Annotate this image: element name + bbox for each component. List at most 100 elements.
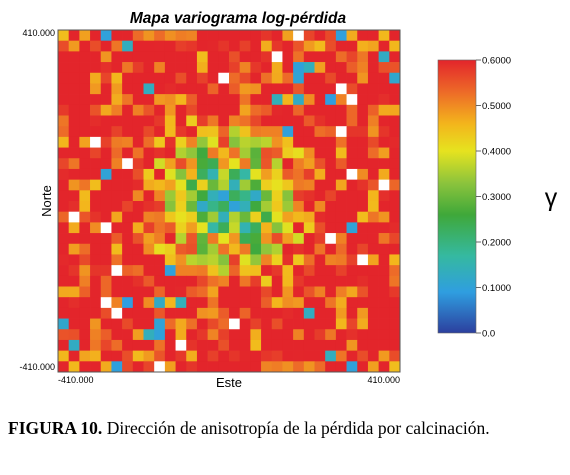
heatmap-cell: [378, 318, 390, 330]
heatmap-cell: [229, 126, 241, 138]
heatmap-cell: [207, 254, 219, 266]
heatmap-cell: [143, 179, 155, 191]
heatmap-cell: [58, 329, 70, 341]
heatmap-cell: [122, 40, 134, 52]
heatmap-cell: [79, 126, 91, 138]
heatmap-cell: [79, 211, 91, 223]
heatmap-cell: [207, 297, 219, 309]
heatmap-cell: [293, 40, 305, 52]
heatmap-cell: [196, 361, 208, 373]
heatmap-cell: [164, 62, 176, 74]
heatmap-cell: [229, 243, 241, 255]
heatmap-cell: [389, 190, 401, 202]
heatmap-cell: [154, 126, 166, 138]
heatmap-cell: [196, 233, 208, 245]
heatmap-cell: [218, 104, 230, 116]
heatmap-cell: [335, 275, 347, 287]
heatmap-cell: [68, 115, 80, 127]
heatmap-cell: [346, 158, 358, 170]
heatmap-cell: [250, 265, 262, 277]
heatmap-cell: [239, 307, 251, 319]
heatmap-cell: [325, 168, 337, 180]
heatmap-cell: [357, 297, 369, 309]
heatmap-cell: [90, 201, 102, 213]
heatmap-cell: [314, 136, 326, 148]
heatmap-cell: [186, 339, 198, 351]
heatmap-cell: [303, 158, 315, 170]
heatmap-cell: [164, 158, 176, 170]
heatmap-cell: [303, 51, 315, 63]
colorbar-tick-label: 0.5000: [482, 101, 511, 112]
heatmap-cell: [58, 83, 70, 95]
heatmap-cell: [250, 350, 262, 362]
heatmap-cell: [314, 115, 326, 127]
heatmap-cell: [378, 168, 390, 180]
heatmap-cell: [79, 83, 91, 95]
heatmap-cell: [79, 361, 91, 373]
heatmap-cell: [271, 147, 283, 159]
heatmap-cell: [90, 62, 102, 74]
heatmap-cell: [357, 318, 369, 330]
heatmap-cell: [325, 126, 337, 138]
heatmap-cell: [261, 254, 273, 266]
heatmap-cell: [196, 40, 208, 52]
heatmap-cell: [261, 350, 273, 362]
heatmap-cell: [79, 339, 91, 351]
heatmap-cell: [346, 136, 358, 148]
heatmap-cell: [293, 168, 305, 180]
heatmap-cell: [164, 275, 176, 287]
heatmap-cell: [122, 190, 134, 202]
heatmap-cell: [367, 94, 379, 106]
heatmap-cell: [122, 147, 134, 159]
heatmap-cell: [175, 275, 187, 287]
heatmap-cell: [207, 318, 219, 330]
heatmap-cell: [271, 222, 283, 234]
heatmap-cell: [90, 233, 102, 245]
heatmap-cell: [239, 72, 251, 84]
heatmap-cell: [100, 126, 112, 138]
heatmap-cell: [196, 179, 208, 191]
heatmap-cell: [229, 136, 241, 148]
heatmap-cell: [79, 104, 91, 116]
heatmap-cell: [132, 94, 144, 106]
heatmap-cell: [293, 147, 305, 159]
heatmap-cell: [143, 297, 155, 309]
heatmap-cell: [378, 83, 390, 95]
heatmap-cell: [175, 62, 187, 74]
heatmap-cell: [164, 339, 176, 351]
heatmap-cell: [111, 297, 123, 309]
heatmap-cell: [164, 179, 176, 191]
heatmap-cell: [100, 179, 112, 191]
heatmap-cell: [250, 136, 262, 148]
colorbar-label-gamma: γ: [545, 184, 558, 212]
heatmap-cell: [314, 329, 326, 341]
heatmap-cell: [367, 179, 379, 191]
heatmap-cell: [335, 265, 347, 277]
heatmap-cell: [239, 361, 251, 373]
heatmap-cell: [122, 83, 134, 95]
heatmap-cell: [282, 361, 294, 373]
heatmap-cell: [218, 147, 230, 159]
heatmap-cell: [186, 104, 198, 116]
heatmap-cell: [367, 275, 379, 287]
heatmap-cell: [132, 297, 144, 309]
heatmap-cell: [325, 30, 337, 42]
colorbar-tick-label: 0.4000: [482, 147, 511, 158]
heatmap-cell: [111, 339, 123, 351]
heatmap-cell: [367, 40, 379, 52]
heatmap-cell: [207, 158, 219, 170]
heatmap-cell: [271, 254, 283, 266]
heatmap-cell: [164, 72, 176, 84]
heatmap-cell: [293, 329, 305, 341]
heatmap-cell: [100, 40, 112, 52]
heatmap-cell: [79, 233, 91, 245]
heatmap-cell: [90, 158, 102, 170]
heatmap-cell: [196, 254, 208, 266]
heatmap-cell: [68, 62, 80, 74]
heatmap-cell: [143, 233, 155, 245]
heatmap-cell: [164, 361, 176, 373]
heatmap-cell: [250, 72, 262, 84]
heatmap-cell: [154, 243, 166, 255]
heatmap-cell: [58, 147, 70, 159]
heatmap-cell: [122, 94, 134, 106]
